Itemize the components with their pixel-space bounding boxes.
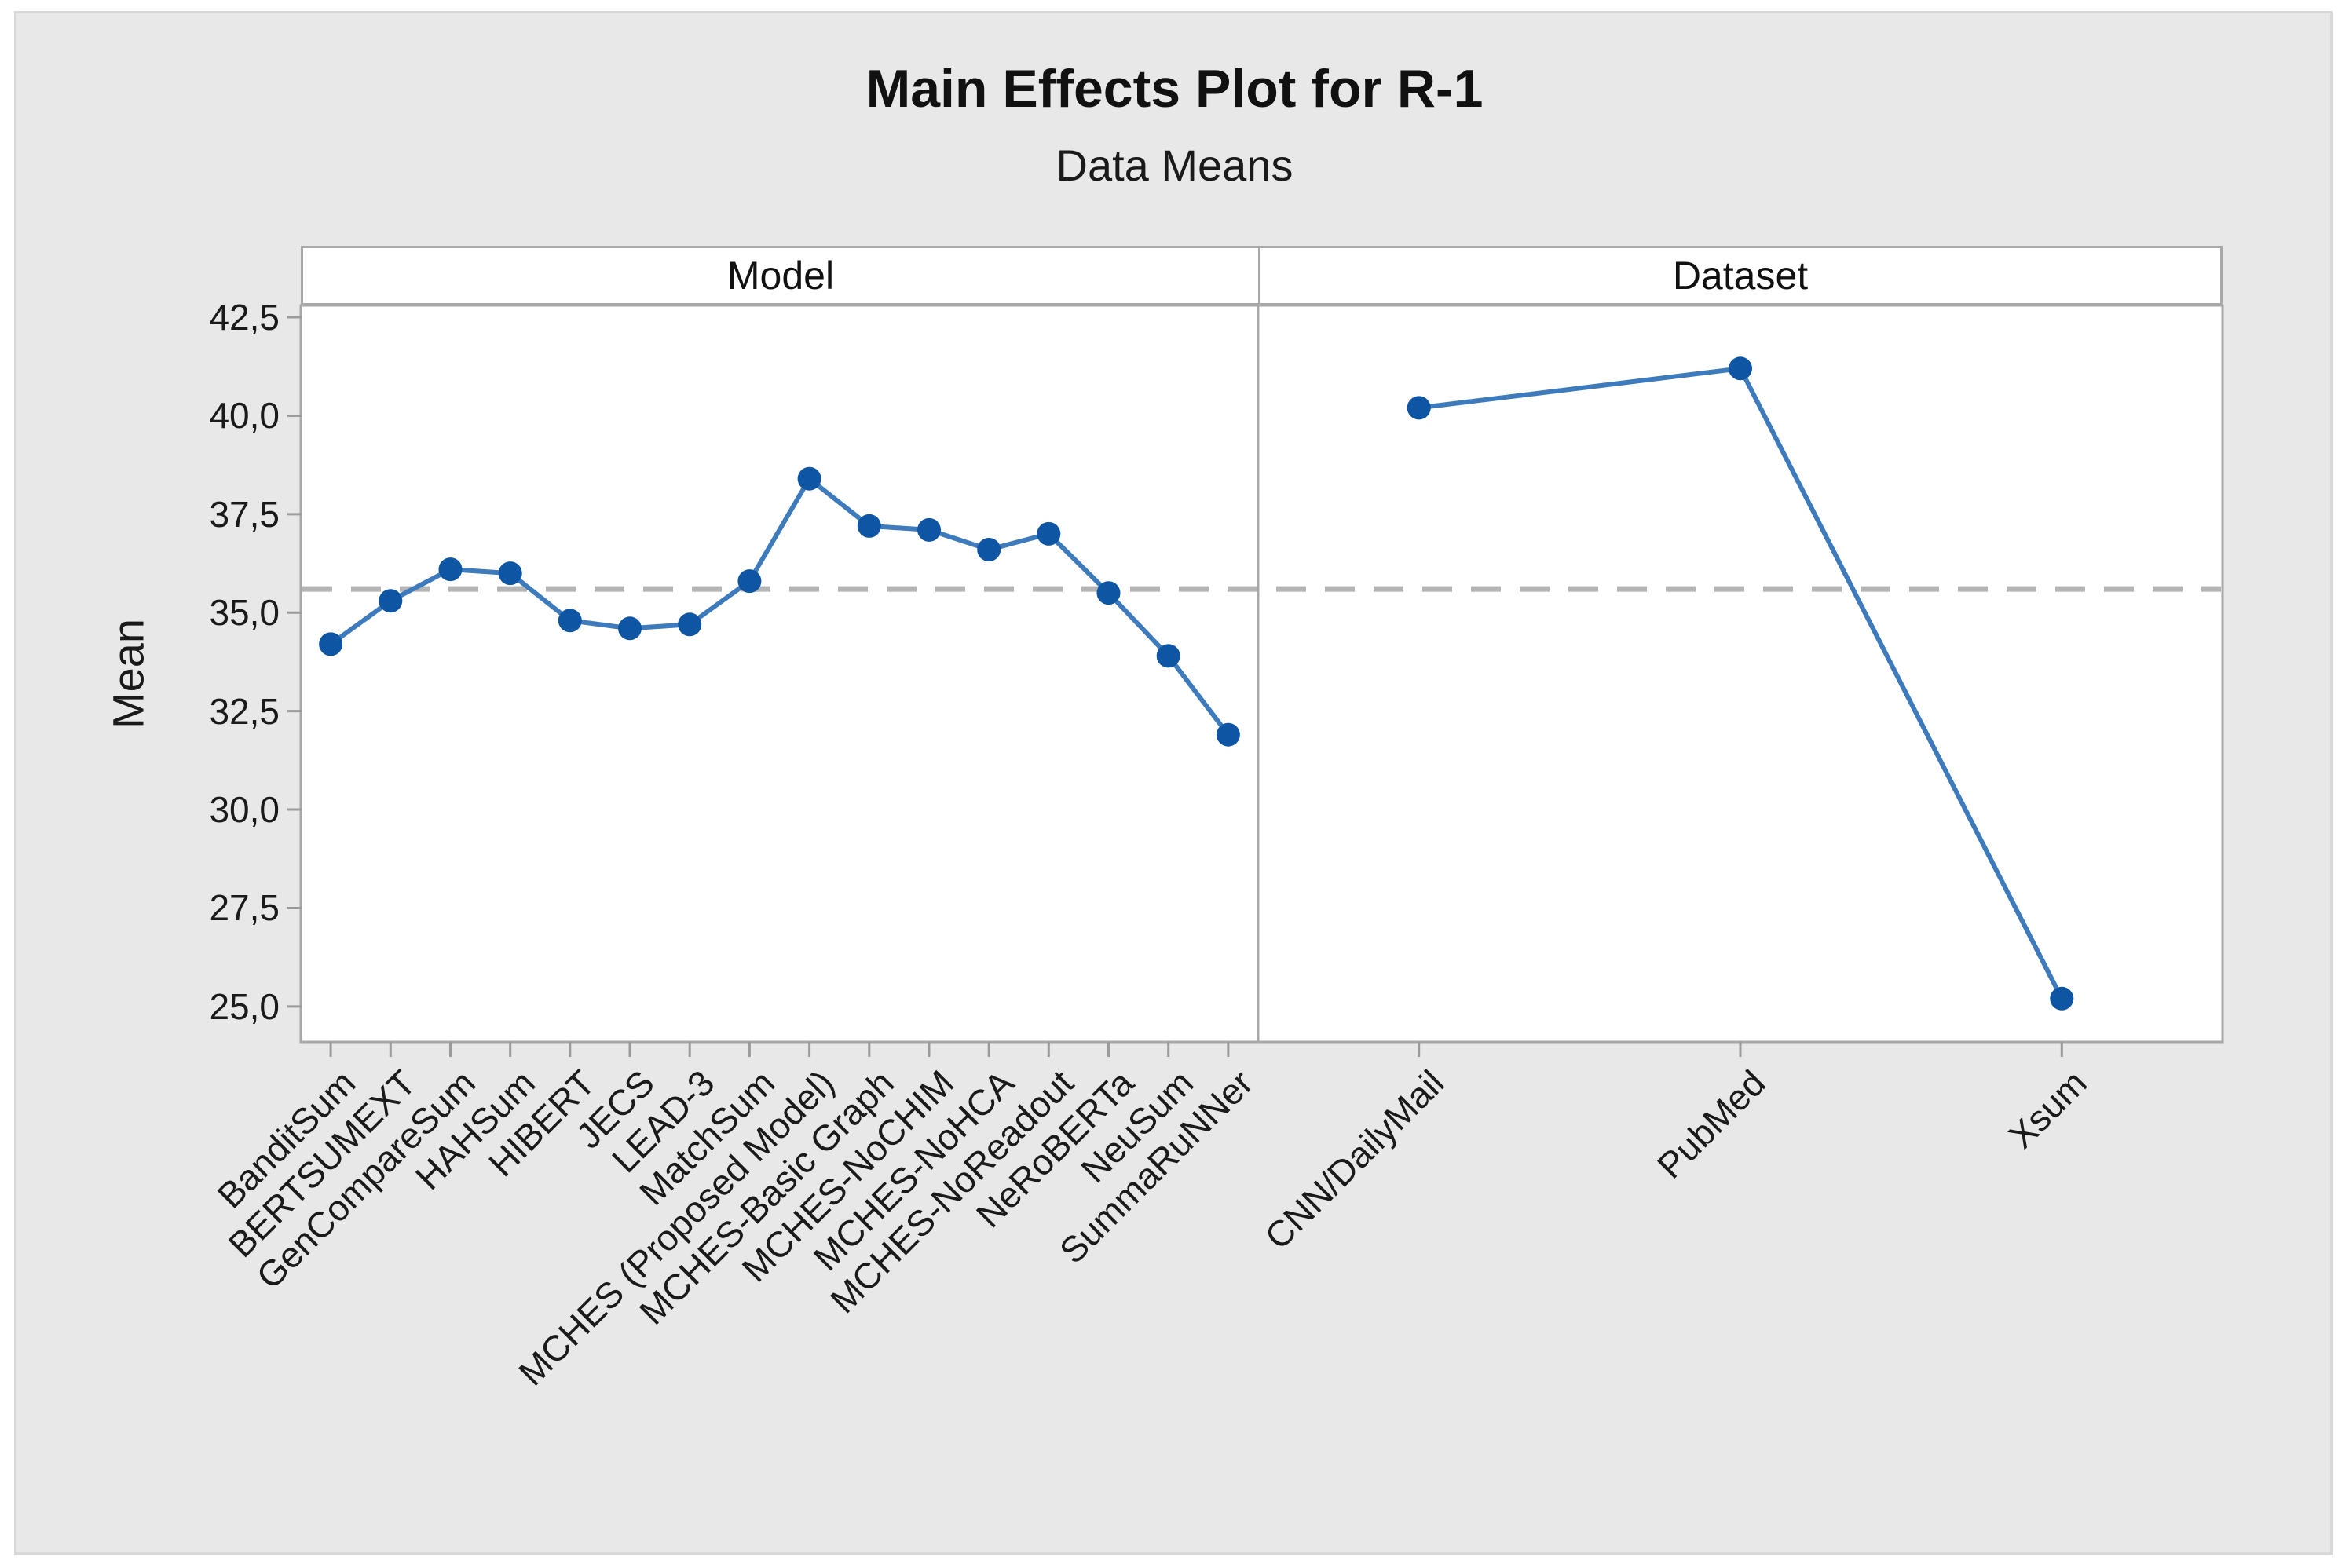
chart-title: Main Effects Plot for R-1 — [865, 59, 1484, 119]
panel-header-dataset: Dataset — [1258, 248, 2220, 303]
panel-header-strip: Model Dataset — [301, 246, 2223, 305]
chart-subtitle: Data Means — [1056, 141, 1293, 190]
panel-header-model: Model — [726, 254, 835, 298]
